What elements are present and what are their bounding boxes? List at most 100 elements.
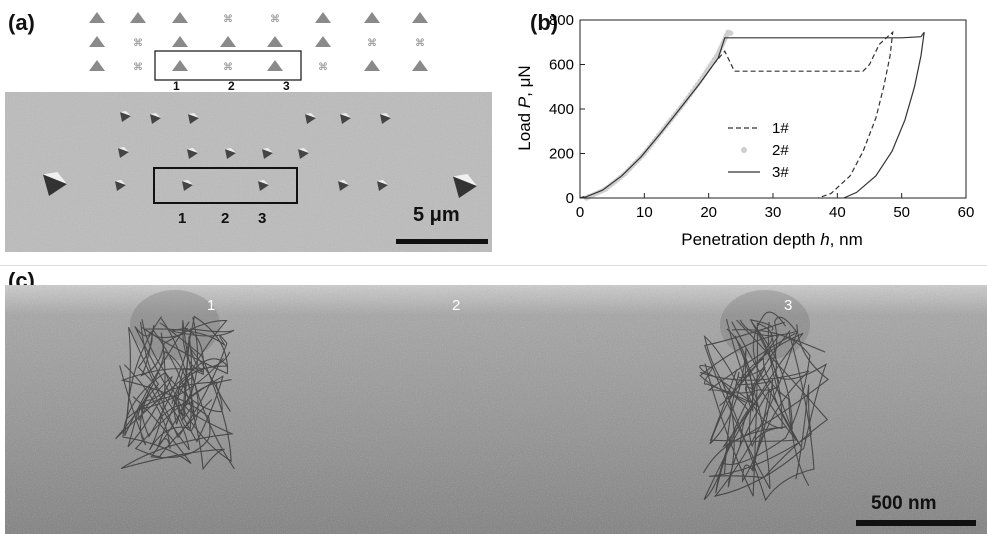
dislocation-line bbox=[149, 332, 231, 451]
schematic-cross: ⌘ bbox=[133, 38, 143, 49]
sem-indent bbox=[380, 114, 391, 124]
sem-indent bbox=[188, 114, 199, 124]
tem-indent-label-1: 1 bbox=[207, 297, 216, 314]
sem-indent bbox=[258, 181, 269, 191]
dislocation-line bbox=[127, 321, 224, 448]
sem-large-indent bbox=[43, 174, 67, 196]
schematic-highlight-box bbox=[154, 50, 302, 81]
x-tick-label: 50 bbox=[893, 204, 910, 221]
sem-scalebar bbox=[396, 239, 488, 244]
panel-a-label: (a) bbox=[8, 10, 35, 35]
dislocation-line bbox=[703, 324, 830, 448]
sem-indent bbox=[305, 114, 316, 124]
sem-indent bbox=[182, 181, 193, 191]
schematic-triangle bbox=[172, 60, 188, 71]
tem-indent-label-3: 3 bbox=[784, 297, 793, 314]
x-axis-label: Penetration depth h, nm bbox=[681, 230, 862, 249]
sem-indent bbox=[118, 148, 129, 158]
tem-image: 1 2 3 500 nm bbox=[5, 285, 987, 534]
dislocation-line bbox=[709, 328, 810, 486]
sem-indent bbox=[225, 149, 236, 159]
schematic-triangle bbox=[267, 60, 283, 71]
sem-indent bbox=[120, 112, 131, 122]
x-tick-label: 0 bbox=[576, 204, 584, 221]
tem-indent-label-2: 2 bbox=[452, 297, 461, 314]
dislocation-line bbox=[699, 318, 759, 447]
sem-number-2: 2 bbox=[221, 210, 230, 227]
indent-array-schematic: ⌘ ⌘ ⌘ ⌘ ⌘ ⌘ ⌘ ⌘ bbox=[89, 12, 428, 81]
schematic-triangle bbox=[220, 36, 236, 47]
schematic-triangle bbox=[172, 36, 188, 47]
legend-entry: 2# bbox=[772, 142, 789, 159]
y-tick-label: 800 bbox=[549, 12, 574, 29]
panel-separator bbox=[0, 265, 987, 266]
schematic-box-number-3: 3 bbox=[283, 79, 290, 93]
x-tick-label: 60 bbox=[958, 204, 975, 221]
schematic-triangle bbox=[315, 36, 331, 47]
schematic-triangle bbox=[89, 36, 105, 47]
sem-number-3: 3 bbox=[258, 210, 267, 227]
schematic-triangle bbox=[267, 36, 283, 47]
dislocation-line bbox=[119, 331, 190, 451]
schematic-triangle bbox=[412, 60, 428, 71]
legend-marker bbox=[741, 147, 747, 153]
dislocation-line bbox=[713, 331, 828, 497]
sem-indent bbox=[115, 181, 126, 191]
dislocation-line bbox=[699, 321, 810, 483]
legend-entry: 3# bbox=[772, 164, 789, 181]
x-tick-label: 40 bbox=[829, 204, 846, 221]
sem-indent bbox=[187, 149, 198, 159]
dislocation-line bbox=[703, 329, 811, 500]
series-point bbox=[728, 30, 734, 36]
sem-indent bbox=[340, 114, 351, 124]
legend-entry: 1# bbox=[772, 120, 789, 137]
dislocation-line bbox=[126, 316, 232, 432]
schematic-cross: ⌘ bbox=[223, 14, 233, 25]
sem-indent bbox=[338, 181, 349, 191]
dislocation-line bbox=[707, 332, 796, 493]
panel-b-label: (b) bbox=[530, 10, 559, 35]
plot-frame bbox=[579, 19, 967, 199]
schematic-cross: ⌘ bbox=[318, 62, 328, 73]
sem-indent bbox=[377, 181, 388, 191]
x-tick-label: 30 bbox=[765, 204, 782, 221]
schematic-triangle bbox=[412, 12, 428, 23]
x-tick-label: 10 bbox=[636, 204, 653, 221]
tem-scalebar-label: 500 nm bbox=[871, 493, 937, 514]
sem-scalebar-label: 5 μm bbox=[413, 204, 460, 226]
sem-indent bbox=[298, 149, 309, 159]
schematic-cross: ⌘ bbox=[133, 62, 143, 73]
load-depth-chart: Load P, μN Penetration depth h, nm 0 10 20… bbox=[515, 12, 975, 249]
dislocation-line bbox=[703, 321, 798, 490]
schematic-cross: ⌘ bbox=[415, 38, 425, 49]
schematic-triangle bbox=[172, 12, 188, 23]
schematic-box-number-1: 1 bbox=[173, 79, 180, 93]
schematic-box-number-2: 2 bbox=[228, 79, 235, 93]
tem-scalebar bbox=[856, 520, 976, 526]
schematic-cross: ⌘ bbox=[270, 14, 280, 25]
sem-indent bbox=[262, 149, 273, 159]
sem-large-indent bbox=[453, 176, 477, 198]
tem-indent-zone bbox=[720, 290, 810, 360]
schematic-triangle bbox=[89, 12, 105, 23]
schematic-triangle bbox=[130, 12, 146, 23]
schematic-triangle bbox=[315, 12, 331, 23]
schematic-triangle bbox=[364, 12, 380, 23]
series-3 bbox=[582, 31, 925, 199]
series-2 bbox=[583, 29, 734, 201]
dislocation-line bbox=[124, 321, 228, 439]
y-tick-label: 600 bbox=[549, 57, 574, 74]
schematic-cross: ⌘ bbox=[367, 38, 377, 49]
dislocation-line bbox=[141, 315, 231, 438]
sem-highlight-box bbox=[153, 167, 298, 204]
y-tick-label: 200 bbox=[549, 146, 574, 163]
schematic-triangle bbox=[364, 60, 380, 71]
sem-number-1: 1 bbox=[178, 210, 187, 227]
schematic-cross: ⌘ bbox=[223, 62, 233, 73]
x-tick-label: 20 bbox=[700, 204, 717, 221]
schematic-triangle bbox=[89, 60, 105, 71]
sem-image: 1 2 3 5 μm bbox=[5, 92, 492, 252]
y-axis-label: Load P, μN bbox=[515, 65, 534, 150]
sem-indent bbox=[150, 114, 161, 124]
y-tick-label: 400 bbox=[549, 101, 574, 118]
